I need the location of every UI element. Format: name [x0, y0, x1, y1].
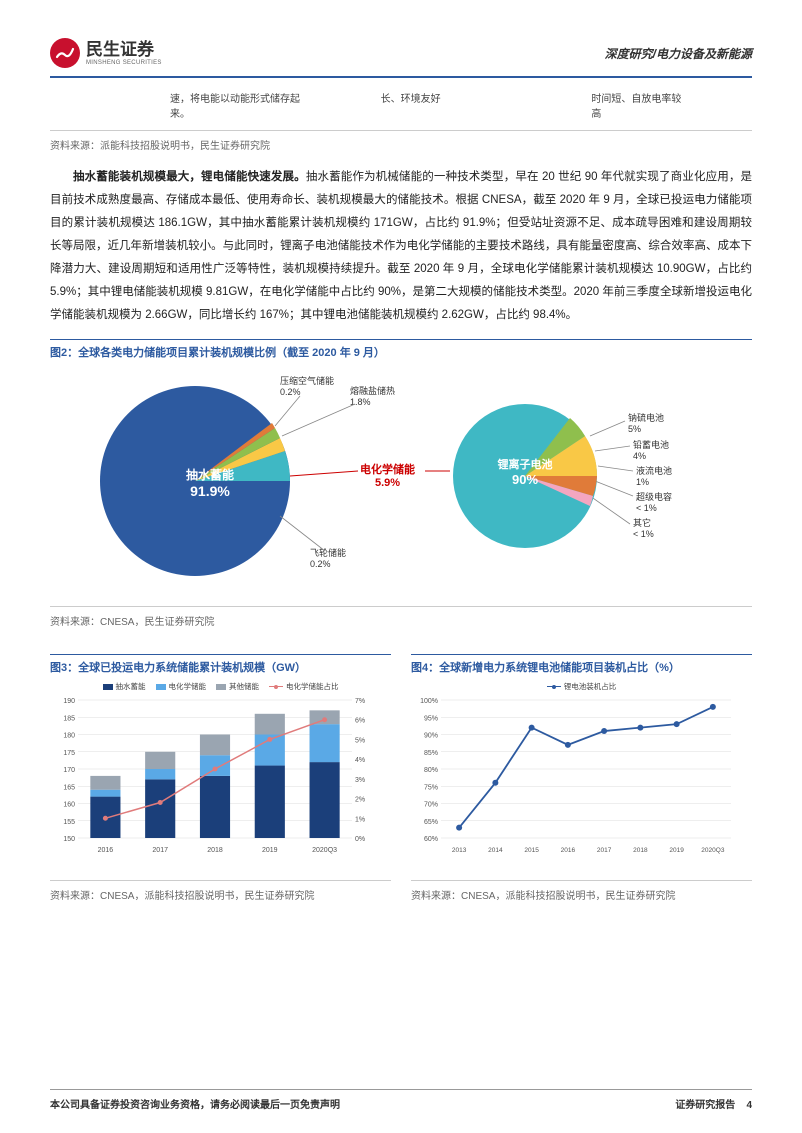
svg-text:2019: 2019	[262, 847, 278, 854]
fig2-label-flow: 液流电池1%	[636, 464, 672, 487]
svg-text:170: 170	[63, 767, 75, 774]
svg-text:2019: 2019	[669, 847, 684, 854]
fig4-legend: 锂电池装机占比	[411, 681, 752, 692]
fig3-source: 资料来源：CNESA，派能科技招股说明书，民生证券研究院	[50, 880, 391, 902]
fig2-label-nas: 钠硫电池5%	[628, 411, 664, 434]
svg-text:60%: 60%	[424, 836, 438, 843]
fig2-label-other: 其它< 1%	[633, 516, 654, 539]
body-lead: 抽水蓄能装机规模最大，锂电储能快速发展。	[73, 171, 306, 183]
svg-text:180: 180	[63, 733, 75, 740]
svg-text:2013: 2013	[452, 847, 467, 854]
fig4-column: 图4：全球新增电力系统锂电池储能项目装机占比（%） 锂电池装机占比 60% 65%…	[411, 642, 752, 916]
fig2-title: 图2：全球各类电力储能项目累计装机规模比例（截至 2020 年 9 月）	[50, 339, 752, 360]
fig2-label-echem: 电化学储能5.9%	[360, 461, 415, 489]
svg-text:80%: 80%	[424, 767, 438, 774]
fig2-left-center: 抽水蓄能 91.9%	[150, 466, 270, 499]
header-category: 深度研究/电力设备及新能源	[605, 45, 752, 62]
logo-text-cn: 民生证券	[86, 41, 162, 58]
svg-text:100%: 100%	[420, 698, 438, 705]
fig2-chart: 抽水蓄能 91.9% 压缩空气储能0.2% 熔融盐储热1.8% 飞轮储能0.2%…	[50, 366, 752, 596]
svg-text:2015: 2015	[524, 847, 539, 854]
fig2-label-lead: 铅蓄电池4%	[633, 438, 669, 461]
fig3-chart: 150 155 160 165 170 175 180 185 190 0% 1% 2% 3% 4% 5% 6…	[50, 696, 391, 876]
svg-text:2014: 2014	[488, 847, 503, 854]
fig3-column: 图3：全球已投运电力系统储能累计装机规模（GW） 抽水蓄能 电化学储能 其他储能…	[50, 642, 391, 916]
fig2-label-supercap: 超级电容< 1%	[636, 490, 672, 513]
fig3-legend: 抽水蓄能 电化学储能 其他储能 电化学储能占比	[50, 681, 391, 692]
svg-text:2018: 2018	[633, 847, 648, 854]
logo: 民生证券 MINSHENG SECURITIES	[50, 38, 162, 68]
svg-text:185: 185	[63, 715, 75, 722]
svg-text:2%: 2%	[355, 797, 365, 804]
svg-text:95%: 95%	[424, 715, 438, 722]
svg-text:175: 175	[63, 750, 75, 757]
logo-text-en: MINSHENG SECURITIES	[86, 60, 162, 66]
svg-text:2020Q3: 2020Q3	[701, 847, 725, 854]
fig4-source: 资料来源：CNESA，派能科技招股说明书，民生证券研究院	[411, 880, 752, 902]
fig4-title: 图4：全球新增电力系统锂电池储能项目装机占比（%）	[411, 654, 752, 675]
logo-icon	[50, 38, 80, 68]
snippet-col-3: 时间短、自放电率较 高	[591, 90, 722, 120]
svg-text:3%: 3%	[355, 777, 365, 784]
svg-text:2017: 2017	[152, 847, 168, 854]
svg-text:0%: 0%	[355, 836, 365, 843]
snippet-col-2: 长、环境友好	[381, 90, 512, 120]
svg-text:65%: 65%	[424, 819, 438, 826]
svg-text:2017: 2017	[597, 847, 612, 854]
source-note-1: 资料来源：派能科技招股说明书，民生证券研究院	[50, 130, 752, 152]
page-footer: 本公司具备证券投资咨询业务资格，请务必阅读最后一页免责声明 证券研究报告 4	[50, 1089, 752, 1111]
fig2-right-center: 锂离子电池 90%	[470, 456, 580, 487]
fig4-chart: 60% 65% 70% 75% 80% 85% 90% 95% 100% 2013 2014 2015…	[411, 696, 752, 876]
svg-text:1%: 1%	[355, 816, 365, 823]
svg-text:190: 190	[63, 698, 75, 705]
page-header: 民生证券 MINSHENG SECURITIES 深度研究/电力设备及新能源	[50, 38, 752, 78]
body-paragraph: 抽水蓄能装机规模最大，锂电储能快速发展。抽水蓄能作为机械储能的一种技术类型，早在…	[50, 166, 752, 327]
body-rest: 抽水蓄能作为机械储能的一种技术类型，早在 20 世纪 90 年代就实现了商业化应…	[50, 171, 752, 321]
svg-text:2016: 2016	[561, 847, 576, 854]
svg-text:4%: 4%	[355, 757, 365, 764]
svg-text:85%: 85%	[424, 750, 438, 757]
svg-text:5%: 5%	[355, 737, 365, 744]
fig2-label-compressed-air: 压缩空气储能0.2%	[280, 374, 334, 397]
svg-text:155: 155	[63, 819, 75, 826]
fig2-label-molten-salt: 熔融盐储热1.8%	[350, 384, 395, 407]
svg-text:90%: 90%	[424, 733, 438, 740]
fig2-label-flywheel: 飞轮储能0.2%	[310, 546, 346, 569]
snippet-col-1: 速，将电能以动能形式储存起来。	[170, 90, 301, 120]
svg-text:160: 160	[63, 802, 75, 809]
svg-text:75%: 75%	[424, 784, 438, 791]
svg-text:70%: 70%	[424, 802, 438, 809]
svg-text:2016: 2016	[98, 847, 114, 854]
table-snippet: 速，将电能以动能形式储存起来。 长、环境友好 时间短、自放电率较 高	[170, 90, 722, 120]
fig2-source: 资料来源：CNESA，民生证券研究院	[50, 606, 752, 628]
svg-text:2018: 2018	[207, 847, 223, 854]
svg-text:150: 150	[63, 836, 75, 843]
fig3-title: 图3：全球已投运电力系统储能累计装机规模（GW）	[50, 654, 391, 675]
svg-text:6%: 6%	[355, 718, 365, 725]
svg-text:7%: 7%	[355, 698, 365, 705]
svg-text:165: 165	[63, 784, 75, 791]
footer-right: 证券研究报告 4	[675, 1096, 752, 1111]
footer-disclaimer: 本公司具备证券投资咨询业务资格，请务必阅读最后一页免责声明	[50, 1096, 340, 1111]
svg-text:2020Q3: 2020Q3	[312, 847, 337, 854]
